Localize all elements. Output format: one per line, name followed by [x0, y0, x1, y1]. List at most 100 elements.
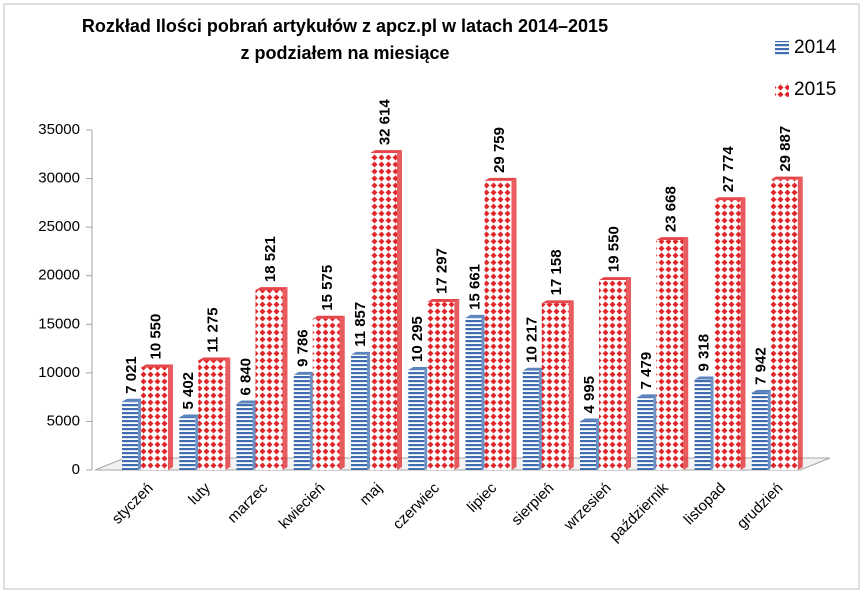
bar-top: [351, 351, 372, 355]
bar-side: [683, 237, 689, 470]
bar: [656, 240, 684, 470]
bar-top: [179, 414, 201, 418]
bar-top: [599, 277, 631, 281]
bar-top: [484, 177, 517, 181]
bar: [351, 354, 367, 470]
y-tick-label: 5000: [47, 412, 80, 429]
y-tick-label: 25000: [38, 218, 80, 235]
value-label: 9 786: [295, 329, 312, 367]
bar: [293, 374, 310, 470]
bar-top: [141, 364, 173, 368]
bar-top: [465, 314, 487, 318]
value-label: 18 521: [262, 236, 279, 282]
bar-side: [740, 197, 746, 470]
y-tick-label: 0: [72, 461, 80, 478]
chart-title: z podziałem na miesiące: [240, 43, 449, 63]
value-label: 15 661: [466, 264, 483, 310]
value-label: 29 887: [777, 126, 794, 172]
value-label: 7 021: [123, 356, 140, 394]
bar: [541, 303, 569, 470]
bar-top: [656, 237, 689, 241]
value-label: 17 158: [548, 249, 565, 295]
bar-top: [255, 287, 288, 291]
bar-top: [122, 398, 143, 402]
bar-top: [198, 357, 231, 361]
value-label: 15 575: [319, 265, 336, 311]
y-tick-label: 30000: [38, 170, 80, 187]
bar-side: [511, 177, 517, 470]
value-label: 11 275: [205, 307, 222, 352]
value-label: 32 614: [376, 99, 393, 146]
value-label: 17 297: [434, 248, 451, 294]
bar: [770, 179, 798, 471]
bar-side: [339, 315, 345, 470]
y-tick-label: 15000: [38, 315, 80, 332]
bar-top: [541, 300, 574, 304]
bar: [694, 379, 711, 470]
legend-label: 2015: [794, 79, 836, 100]
legend-swatch: [775, 83, 789, 97]
value-label: 10 217: [524, 317, 541, 363]
bar: [122, 401, 138, 470]
y-tick-label: 20000: [38, 267, 80, 284]
bar: [370, 153, 397, 470]
bar-top: [637, 394, 659, 398]
value-label: 7 479: [638, 352, 655, 390]
value-label: 10 550: [147, 314, 164, 360]
value-label: 9 318: [695, 334, 712, 372]
bar-top: [370, 150, 402, 154]
value-label: 29 759: [491, 127, 508, 173]
bar: [312, 318, 340, 470]
bar: [427, 301, 455, 470]
bar: [408, 369, 425, 470]
value-label: 7 942: [753, 347, 770, 385]
bar: [713, 200, 741, 470]
value-label: 27 774: [720, 146, 737, 193]
bar-top: [694, 376, 716, 380]
legend-swatch: [775, 41, 789, 55]
bar-top: [770, 176, 803, 180]
bar-side: [168, 364, 173, 470]
bar-top: [522, 367, 544, 371]
bar: [637, 397, 654, 470]
bar-top: [236, 400, 258, 404]
bar-side: [225, 357, 231, 470]
bar: [580, 421, 596, 470]
y-tick-label: 10000: [38, 364, 80, 381]
value-label: 10 295: [409, 316, 426, 362]
value-label: 19 550: [605, 226, 622, 272]
bar-side: [626, 277, 631, 470]
bar-top: [751, 389, 773, 393]
bar: [465, 317, 482, 470]
bar-side: [397, 150, 402, 470]
bar-top: [580, 418, 601, 422]
bar: [179, 417, 196, 470]
value-label: 11 857: [352, 302, 369, 347]
bar-side: [797, 176, 803, 471]
bar-side: [454, 298, 460, 470]
bar: [599, 280, 626, 470]
value-label: 4 995: [581, 376, 598, 414]
value-label: 23 668: [663, 186, 680, 232]
chart-title: Rozkład Ilości pobrań artykułów z apcz.p…: [82, 16, 608, 36]
value-label: 5 402: [180, 372, 197, 410]
bar-side: [282, 287, 288, 470]
bar-top: [713, 197, 746, 201]
legend-label: 2014: [794, 37, 837, 58]
bar: [141, 367, 168, 470]
bar: [236, 403, 253, 470]
bar-top: [293, 371, 315, 375]
bar: [198, 360, 226, 470]
y-tick-label: 35000: [38, 121, 80, 138]
bar-top: [408, 366, 430, 370]
bar: [522, 370, 539, 470]
bar-side: [568, 300, 574, 470]
bar-top: [312, 315, 345, 319]
bar: [751, 392, 768, 470]
value-label: 6 840: [237, 358, 254, 396]
bar: [484, 180, 512, 470]
bar-top: [427, 298, 460, 302]
bar: [255, 290, 283, 470]
